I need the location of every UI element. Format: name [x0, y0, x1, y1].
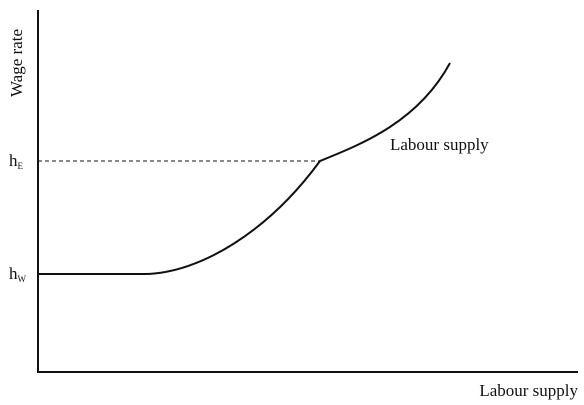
level-h: h [9, 151, 18, 170]
y-axis-label: Wage rate [7, 29, 26, 97]
level-h: h [9, 264, 18, 283]
level-subscript: W [18, 274, 27, 284]
supply-curve [38, 62, 451, 275]
level-label: hW [9, 264, 27, 284]
level-label: hE [9, 151, 24, 171]
curve-label: Labour supply [390, 135, 489, 154]
x-axis-label: Labour supply [479, 381, 578, 400]
level-subscript: E [18, 161, 24, 171]
